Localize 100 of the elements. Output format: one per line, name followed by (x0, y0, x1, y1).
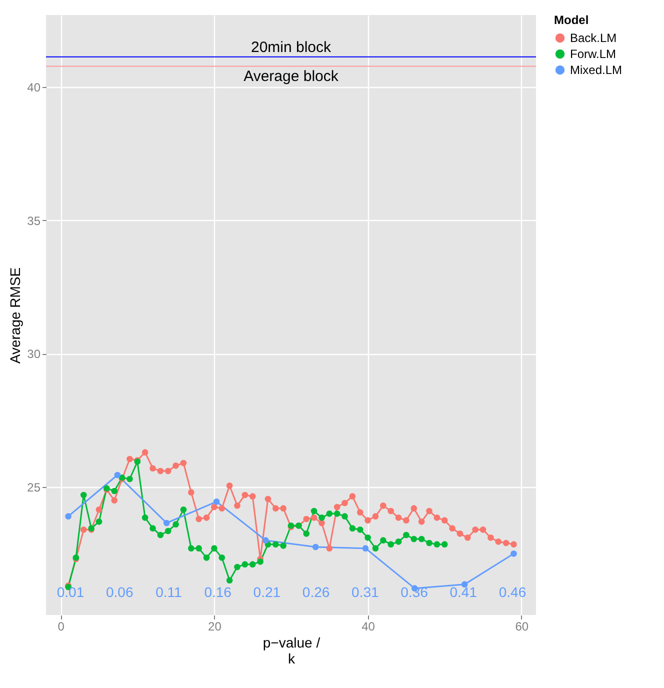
point (312, 544, 319, 550)
point (362, 545, 369, 552)
point (180, 460, 187, 466)
point (310, 514, 318, 521)
point (180, 506, 187, 513)
point (196, 545, 202, 552)
point (349, 525, 356, 532)
point (172, 462, 179, 469)
y-tick-label: 40 (27, 80, 41, 94)
point (211, 504, 218, 510)
annotation: 0.46 (498, 584, 526, 600)
point (495, 538, 502, 545)
legend-title: Model (554, 13, 589, 27)
point (218, 554, 226, 561)
point (461, 581, 468, 588)
point (213, 498, 220, 505)
point (80, 492, 87, 498)
point (114, 472, 121, 478)
point (480, 526, 486, 533)
legend-label: Forw.LM (570, 47, 616, 61)
point (380, 537, 386, 544)
ref-line-label: 20min block (250, 38, 332, 56)
point (249, 493, 256, 500)
point (418, 518, 425, 525)
point (464, 534, 471, 541)
point (234, 564, 240, 570)
point (188, 545, 194, 552)
point (441, 541, 448, 548)
point (310, 508, 318, 514)
point (449, 525, 456, 532)
point (96, 518, 102, 525)
point (172, 521, 179, 528)
annotation: 0.06 (106, 584, 134, 600)
point (395, 514, 402, 521)
annotation: 0.26 (302, 584, 330, 600)
point (364, 534, 371, 541)
annotation: 0.11 (156, 584, 182, 600)
x-tick-label: 60 (515, 620, 529, 634)
point (226, 482, 233, 489)
x-tick-label: 0 (58, 620, 65, 634)
y-tick-label: 25 (27, 480, 41, 494)
point (372, 545, 379, 552)
point (272, 505, 279, 512)
point (488, 534, 494, 541)
point (157, 468, 164, 474)
point (262, 537, 269, 544)
point (388, 508, 394, 514)
point (410, 536, 418, 542)
y-axis-title: Average RMSE (7, 267, 24, 364)
point (326, 510, 333, 517)
point (326, 545, 333, 552)
point (318, 514, 325, 521)
point (257, 558, 264, 565)
point (142, 514, 148, 521)
point (456, 530, 464, 537)
point (403, 517, 410, 524)
ref-line-label: Average block (244, 68, 339, 86)
point (272, 541, 279, 548)
annotation: 0.31 (352, 584, 379, 600)
point (264, 496, 272, 502)
point (65, 513, 72, 520)
point (150, 465, 156, 472)
point (334, 504, 340, 510)
point (441, 517, 448, 524)
point (364, 517, 371, 524)
point (80, 526, 87, 533)
point (211, 545, 218, 552)
point (142, 449, 148, 456)
point (395, 538, 402, 545)
point (188, 489, 194, 496)
point (249, 561, 256, 568)
point (126, 456, 133, 462)
point (203, 514, 210, 521)
point (380, 502, 386, 509)
point (342, 500, 348, 506)
point (372, 513, 379, 520)
point (418, 536, 425, 542)
annotation: 0.01 (56, 584, 84, 600)
y-tick-label: 30 (27, 347, 41, 362)
point (234, 502, 240, 509)
annotation: 0.16 (204, 584, 232, 600)
point (242, 561, 248, 568)
point (126, 476, 133, 482)
point (303, 530, 310, 537)
point (426, 508, 432, 514)
point (196, 516, 202, 522)
point (303, 516, 310, 522)
point (280, 505, 286, 512)
point (111, 497, 118, 504)
annotation: 0.21 (253, 584, 281, 600)
point (318, 520, 325, 526)
point (150, 525, 156, 532)
point (356, 526, 364, 533)
x-tick-label: 20 (208, 620, 222, 634)
point (280, 542, 286, 549)
annotation: 0.41 (450, 584, 478, 600)
point (96, 506, 102, 513)
point (434, 541, 440, 548)
point (510, 541, 517, 548)
point (203, 554, 210, 561)
